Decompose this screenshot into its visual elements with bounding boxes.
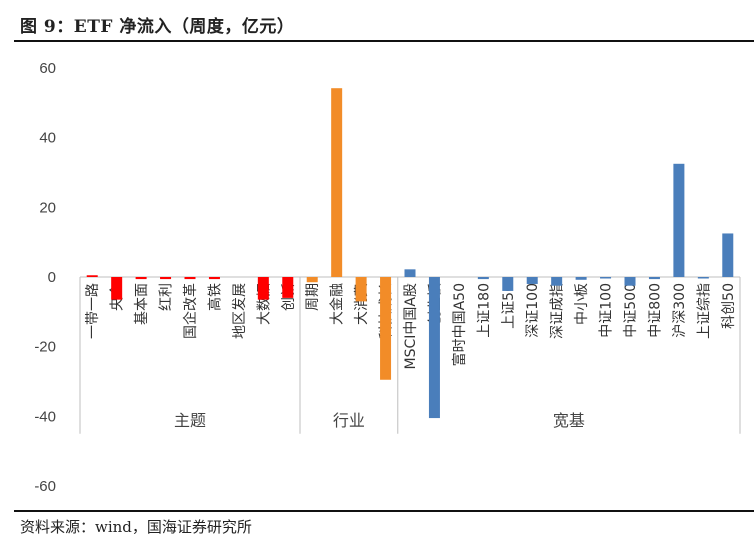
category-label: 一带一路: [85, 283, 101, 339]
bar: [575, 277, 587, 280]
bar: [477, 277, 489, 280]
bar: [673, 163, 685, 277]
bar: [624, 277, 636, 286]
category-label: 基本面: [133, 283, 150, 325]
bar: [526, 277, 538, 284]
bar: [257, 277, 269, 300]
y-tick-label: -40: [34, 408, 56, 425]
category-label: 上证180: [476, 283, 492, 338]
category-label: 周期: [305, 283, 321, 311]
bar: [111, 277, 123, 300]
bar: [502, 277, 514, 291]
bar: [355, 277, 367, 302]
category-label: 大金融: [330, 283, 346, 325]
y-tick-label: 20: [39, 199, 56, 216]
category-label: 高铁: [206, 283, 223, 311]
y-tick-label: -60: [34, 478, 56, 495]
source-note: 资料来源：wind，国海证券研究所: [20, 518, 252, 536]
bar: [722, 233, 734, 277]
bar: [282, 277, 294, 298]
category-label: 中证100: [599, 283, 615, 338]
bar: [208, 277, 220, 280]
bar: [380, 277, 392, 380]
bar: [184, 277, 196, 280]
category-label: 地区发展: [232, 283, 248, 339]
bar: [600, 277, 612, 279]
category-label: 国企改革: [182, 283, 199, 339]
group-label: 行业: [333, 411, 365, 430]
bar: [428, 277, 440, 419]
bar: [331, 88, 343, 277]
figure-title: 图 9：ETF 净流入（周度，亿元）: [20, 17, 295, 37]
category-label: 科创50: [721, 283, 737, 329]
bar: [86, 275, 98, 277]
category-label: 中证800: [647, 283, 663, 338]
group-label: 宽基: [553, 411, 585, 430]
category-label: 上证50: [501, 283, 517, 329]
bar: [404, 269, 416, 277]
y-tick-label: -20: [34, 339, 56, 356]
y-tick-label: 40: [39, 130, 56, 147]
top-rule: [14, 40, 754, 42]
category-label: 中证500: [623, 283, 639, 338]
bar: [160, 277, 172, 280]
bar: [306, 277, 318, 283]
category-label: 富时中国A50: [451, 283, 468, 366]
category-label: MSCI中国A股: [403, 283, 419, 369]
category-label: 深证成指: [550, 283, 566, 339]
group-label: 主题: [174, 411, 206, 430]
bar: [697, 277, 709, 279]
bar: [648, 277, 660, 280]
bar: [551, 277, 563, 286]
y-tick-label: 60: [39, 60, 56, 77]
category-label: 中小板: [574, 283, 590, 325]
category-label: 沪深300: [672, 283, 688, 338]
y-tick-label: 0: [48, 269, 56, 286]
category-label: 红利: [159, 283, 175, 311]
bar: [135, 277, 147, 280]
bottom-rule: [14, 510, 754, 512]
category-label: 上证综指: [696, 283, 712, 339]
bar-chart: 6040200-20-40-60主题行业宽基一带一路央企基本面红利国企改革高铁地…: [34, 60, 741, 495]
category-label: 深证100: [525, 283, 541, 338]
